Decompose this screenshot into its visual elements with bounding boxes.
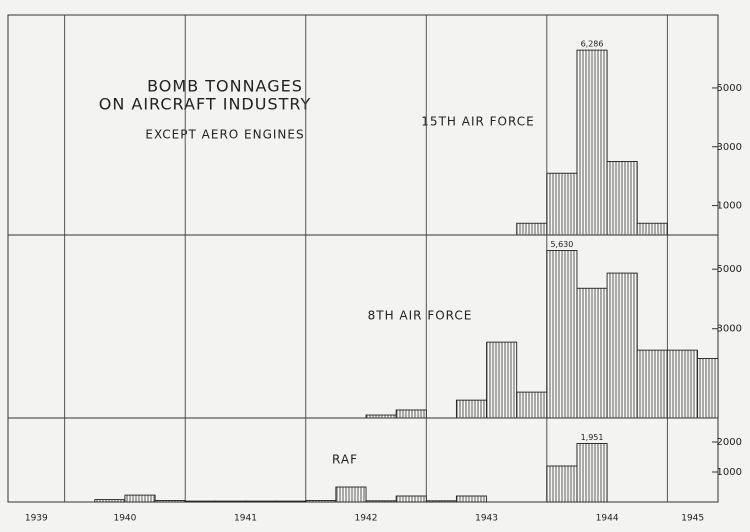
x-tick-label: 1942 [355,514,378,524]
value-label: 1,951 [581,433,604,442]
bar [245,500,277,503]
bar [124,494,156,503]
bar [305,500,337,503]
bar [335,486,367,503]
bar [516,391,548,419]
title: ON AIRCRAFT INDUSTRY [99,95,312,114]
bar [606,272,638,419]
value-label: 5,630 [550,240,573,249]
bar [184,500,216,503]
bar [275,500,307,503]
bar [365,500,397,503]
title: BOMB TONNAGES [147,77,303,96]
bar [486,341,518,419]
bar [576,287,608,419]
panel-label: RAF [332,453,358,467]
y-tick-label: 5000 [717,83,742,94]
y-tick-label: 1000 [717,467,742,478]
bar [666,349,698,419]
x-tick-label: 1943 [475,514,498,524]
bar [636,222,668,236]
bar [546,465,578,503]
y-tick-label: 2000 [717,437,742,448]
bar [576,49,608,236]
bar [455,495,488,503]
bar [94,499,126,503]
bar [606,161,638,236]
bar [214,500,246,503]
bar [576,443,608,503]
bar [395,409,427,419]
y-tick-label: 3000 [717,142,742,153]
bar [455,399,488,419]
bar [425,500,457,503]
bar [546,250,578,419]
y-tick-label: 5000 [717,264,742,275]
bar [516,222,548,236]
panel-label: 15TH AIR FORCE [421,115,534,129]
x-tick-label: 1945 [681,514,704,524]
bar [395,495,427,503]
bar [154,500,186,503]
y-tick-label: 3000 [717,324,742,335]
bar [636,349,668,419]
x-tick-label: 1941 [234,514,257,524]
x-tick-label: 1944 [596,514,619,524]
value-label: 6,286 [581,40,604,49]
bar [546,172,578,236]
subtitle: EXCEPT AERO ENGINES [145,128,304,142]
x-tick-label: 1940 [113,514,136,524]
y-tick-label: 1000 [717,201,742,212]
x-tick-label: 1939 [25,514,48,524]
bar [697,358,719,419]
panel-label: 8TH AIR FORCE [368,309,473,323]
